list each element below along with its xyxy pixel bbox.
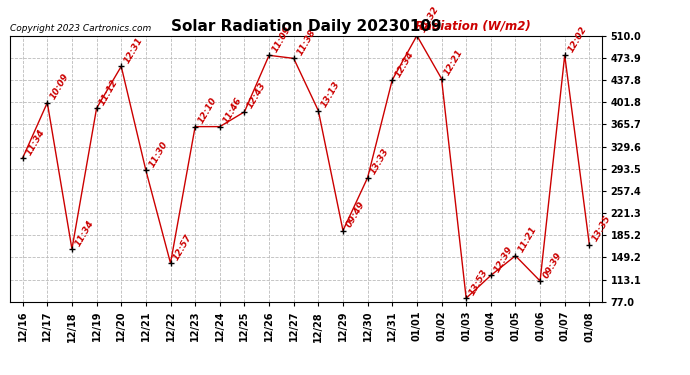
Text: 11:21: 11:21 — [517, 225, 539, 254]
Text: 11:34: 11:34 — [73, 218, 95, 248]
Text: 12:10: 12:10 — [197, 96, 219, 125]
Text: Radiation (W/m2): Radiation (W/m2) — [415, 20, 531, 33]
Text: 11:38: 11:38 — [295, 28, 317, 57]
Text: 11:30: 11:30 — [147, 140, 169, 169]
Text: 12:02: 12:02 — [566, 25, 588, 54]
Text: 12:57: 12:57 — [172, 232, 194, 262]
Text: 11:32: 11:32 — [418, 5, 440, 34]
Text: 10:09: 10:09 — [49, 72, 71, 101]
Text: 13:33: 13:33 — [369, 147, 391, 176]
Text: Copyright 2023 Cartronics.com: Copyright 2023 Cartronics.com — [10, 24, 152, 33]
Title: Solar Radiation Daily 20230109: Solar Radiation Daily 20230109 — [170, 20, 442, 34]
Text: 13:53: 13:53 — [468, 267, 490, 297]
Text: 13:13: 13:13 — [319, 80, 342, 109]
Text: 11:12: 11:12 — [98, 78, 120, 107]
Text: 11:34: 11:34 — [24, 127, 46, 157]
Text: 12:43: 12:43 — [246, 81, 268, 111]
Text: 09:49: 09:49 — [344, 200, 366, 229]
Text: 09:39: 09:39 — [542, 250, 564, 280]
Text: 12:21: 12:21 — [443, 48, 465, 77]
Text: 11:09: 11:09 — [270, 25, 293, 54]
Text: 12:31: 12:31 — [123, 36, 145, 65]
Text: 11:46: 11:46 — [221, 96, 244, 125]
Text: 12:39: 12:39 — [492, 245, 514, 274]
Text: 13:35: 13:35 — [591, 214, 613, 243]
Text: 12:34: 12:34 — [393, 49, 416, 78]
